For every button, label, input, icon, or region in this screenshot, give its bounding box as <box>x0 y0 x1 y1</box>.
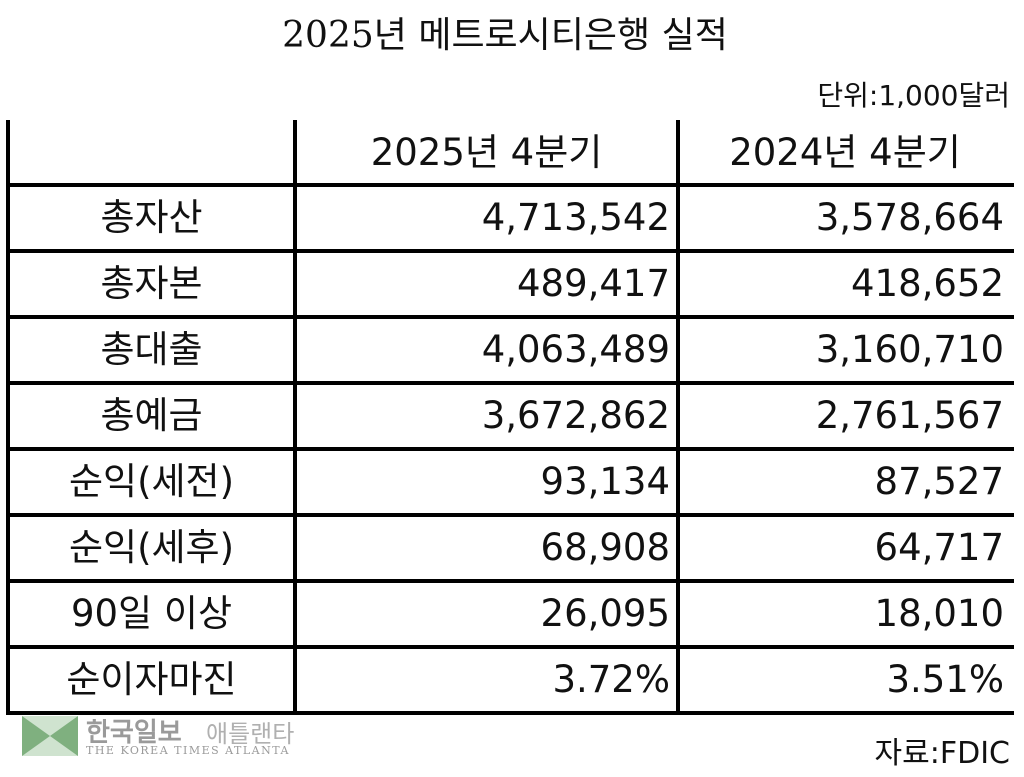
value-cell: 93,134 <box>540 460 670 503</box>
row-line <box>6 447 1014 451</box>
value-cell: 18,010 <box>874 592 1004 635</box>
value-cell: 26,095 <box>540 592 670 635</box>
row-label: 총대출 <box>100 328 203 371</box>
value-cell: 87,527 <box>874 460 1004 503</box>
row-label: 총자산 <box>100 196 203 239</box>
logo-icon <box>22 716 78 756</box>
column-line <box>676 120 680 715</box>
value-cell: 4,063,489 <box>481 328 670 371</box>
row-line <box>6 513 1014 517</box>
logo-subtitle: THE KOREA TIMES ATLANTA <box>86 744 290 757</box>
row-line <box>6 315 1014 319</box>
row-line <box>6 381 1014 385</box>
row-label: 총예금 <box>100 394 203 437</box>
value-cell: 4,713,542 <box>481 196 670 239</box>
row-line <box>6 183 1014 187</box>
source: 자료:FDIC <box>874 736 1010 771</box>
logo-name: 한국일보 <box>86 718 182 748</box>
column-header: 2024년 4분기 <box>729 131 961 174</box>
value-cell: 2,761,567 <box>815 394 1004 437</box>
value-cell: 3.51% <box>886 658 1004 701</box>
column-line <box>293 120 297 715</box>
value-cell: 3.72% <box>552 658 670 701</box>
row-line <box>6 249 1014 253</box>
value-cell: 3,160,710 <box>815 328 1004 371</box>
column-line <box>6 120 10 715</box>
value-cell: 418,652 <box>850 262 1004 305</box>
row-label: 총자본 <box>100 262 203 305</box>
row-label: 90일 이상 <box>71 592 232 635</box>
column-header: 2025년 4분기 <box>370 131 603 174</box>
row-label: 순익(세전) <box>68 460 235 503</box>
row-label: 순이자마진 <box>66 658 237 701</box>
title: 2025년 메트로시티은행 실적 <box>282 15 728 56</box>
value-cell: 64,717 <box>874 526 1004 569</box>
value-cell: 3,672,862 <box>481 394 670 437</box>
value-cell: 489,417 <box>516 262 670 305</box>
value-cell: 68,908 <box>540 526 670 569</box>
unit-note: 단위:1,000달러 <box>817 79 1010 112</box>
row-line <box>6 711 1014 715</box>
row-line <box>6 579 1014 583</box>
logo-city: 애틀랜타 <box>206 720 295 748</box>
value-cell: 3,578,664 <box>815 196 1004 239</box>
row-line <box>6 645 1014 649</box>
row-label: 순익(세후) <box>68 526 235 569</box>
